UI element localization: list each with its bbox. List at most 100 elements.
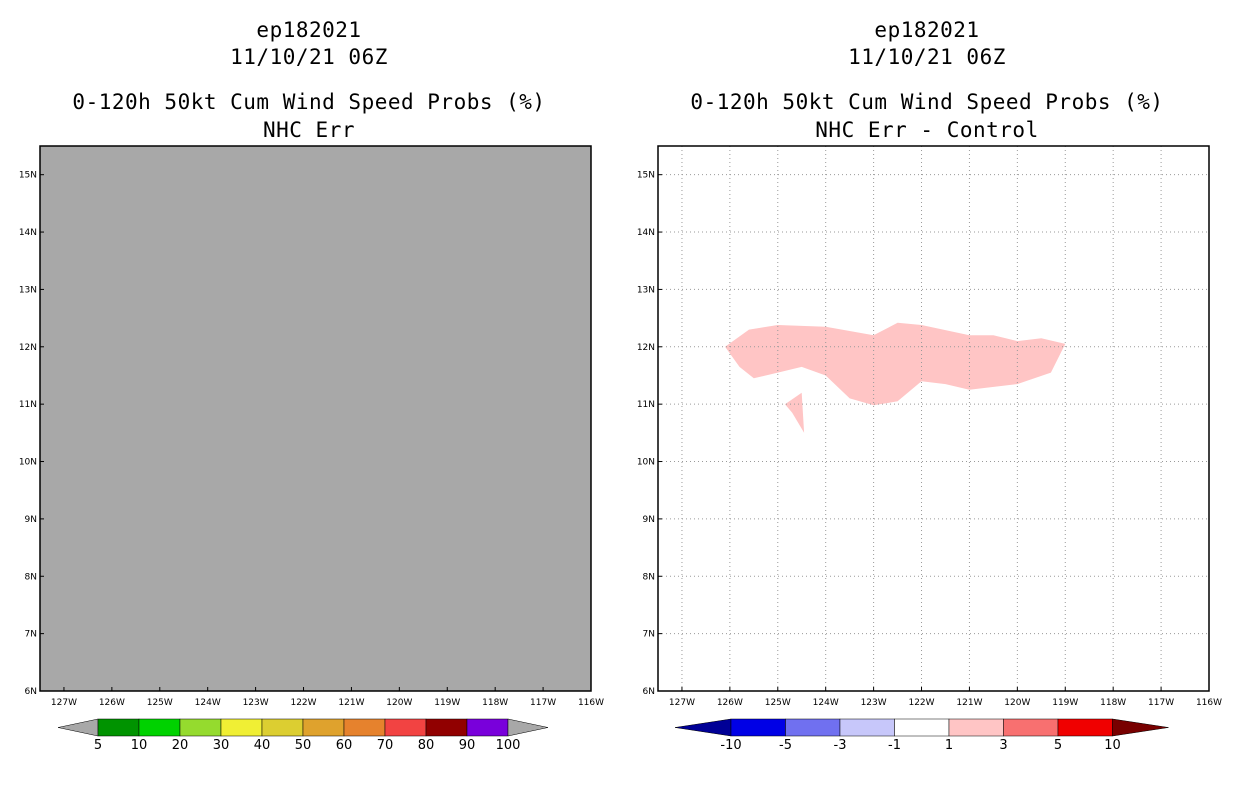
colorbar-label: 5	[1054, 738, 1062, 753]
datetime-title: 11/10/21 06Z	[848, 45, 1006, 69]
colorbar-label: -1	[888, 738, 901, 753]
y-tick-label: 6N	[25, 687, 37, 697]
colorbar-segment	[97, 718, 140, 737]
map-plot-right: 127W 126W 125W 124W 123W 122W 121W 120W 119W 118W…	[637, 145, 1222, 753]
y-tick-label: 15N	[637, 171, 655, 181]
colorbar-segment	[261, 718, 304, 737]
y-tick-label: 12N	[19, 343, 37, 353]
x-tick-label: 125W	[765, 698, 791, 708]
y-tick-label: 9N	[643, 515, 655, 525]
datetime-title: 11/10/21 06Z	[230, 45, 388, 69]
colorbar-segment	[948, 718, 1004, 737]
x-tick-label: 127W	[669, 698, 695, 708]
x-tick-label: 117W	[530, 698, 556, 708]
colorbar-segment	[220, 718, 263, 737]
colorbar-label: 5	[94, 738, 102, 753]
colorbar-under-arrow	[57, 718, 99, 737]
x-tick-label: 116W	[578, 698, 604, 708]
colorbar-label: 10	[131, 738, 148, 753]
y-tick-label: 6N	[643, 687, 655, 697]
y-tick-label: 11N	[637, 400, 655, 410]
x-tick-label: 116W	[1196, 698, 1222, 708]
x-tick-label: 125W	[147, 698, 173, 708]
colorbar-over-arrow	[507, 718, 549, 737]
wind-prob-panel-right: ep182021 11/10/21 06Z 0-120h 50kt Cum Wi…	[618, 0, 1236, 800]
colorbar-label: -5	[779, 738, 792, 753]
y-tick-label: 15N	[19, 171, 37, 181]
x-tick-label: 123W	[243, 698, 269, 708]
colorbar-segment	[179, 718, 222, 737]
colorbar-label: 80	[418, 738, 435, 753]
storm-id-title: ep182021	[874, 18, 980, 42]
colorbar-label: 50	[295, 738, 312, 753]
colorbar-segment	[384, 718, 427, 737]
y-tick-label: 8N	[25, 572, 37, 582]
map-plot-left: 127W 126W 125W 124W 123W 122W 121W 120W 119W 118W…	[19, 145, 604, 753]
colorbar-label: 90	[459, 738, 476, 753]
colorbar-label: 1	[945, 738, 953, 753]
y-tick-label: 7N	[25, 630, 37, 640]
y-tick-label: 14N	[19, 228, 37, 238]
colorbar-segment	[138, 718, 181, 737]
colorbar-label: 60	[336, 738, 353, 753]
x-tick-label: 118W	[482, 698, 508, 708]
colorbar-segment	[302, 718, 345, 737]
colorbar-label: 3	[999, 738, 1007, 753]
y-tick-label: 12N	[637, 343, 655, 353]
x-tick-label: 121W	[338, 698, 364, 708]
x-tick-label: 120W	[386, 698, 412, 708]
colorbar-under-arrow	[674, 718, 732, 737]
colorbar-label: 40	[254, 738, 271, 753]
colorbar-segment	[343, 718, 386, 737]
y-tick-label: 13N	[19, 285, 37, 295]
colorbar-label: 30	[213, 738, 230, 753]
plot-area	[40, 146, 591, 691]
probability-difference-region	[725, 322, 1066, 406]
x-tick-label: 127W	[51, 698, 77, 708]
x-tick-label: 124W	[195, 698, 221, 708]
y-tick-label: 8N	[643, 572, 655, 582]
x-tick-label: 119W	[1052, 698, 1078, 708]
product-title: 0-120h 50kt Cum Wind Speed Probs (%)	[690, 90, 1164, 114]
y-tick-label: 10N	[637, 458, 655, 468]
x-tick-label: 123W	[861, 698, 887, 708]
colorbar-segment	[466, 718, 509, 737]
panel-subtitle: NHC Err - Control	[815, 118, 1039, 142]
colorbar-label: 20	[172, 738, 189, 753]
y-tick-label: 10N	[19, 458, 37, 468]
colorbar-segment	[785, 718, 841, 737]
x-tick-label: 126W	[717, 698, 743, 708]
y-tick-label: 11N	[19, 400, 37, 410]
x-tick-label: 119W	[434, 698, 460, 708]
colorbar-label: -3	[834, 738, 847, 753]
colorbar-over-arrow	[1112, 718, 1169, 737]
colorbar-segment	[1057, 718, 1113, 737]
x-tick-label: 122W	[290, 698, 316, 708]
y-tick-label: 9N	[25, 515, 37, 525]
colorbar-label: -10	[720, 738, 741, 753]
panel-subtitle: NHC Err	[262, 118, 355, 142]
colorbar-segment	[839, 718, 895, 737]
y-tick-label: 7N	[643, 630, 655, 640]
x-tick-label: 118W	[1100, 698, 1126, 708]
colorbar-label: 70	[377, 738, 394, 753]
y-tick-label: 13N	[637, 285, 655, 295]
x-tick-label: 120W	[1004, 698, 1030, 708]
colorbar-label: 100	[496, 738, 521, 753]
x-tick-label: 117W	[1148, 698, 1174, 708]
colorbar-segment	[894, 718, 950, 737]
y-tick-label: 14N	[637, 228, 655, 238]
x-tick-label: 121W	[956, 698, 982, 708]
colorbar-segment	[1003, 718, 1059, 737]
x-tick-label: 126W	[99, 698, 125, 708]
probability-difference-region	[785, 392, 805, 433]
plot-frame	[39, 145, 592, 692]
plot-frame	[657, 145, 1210, 692]
plot-area	[658, 146, 1209, 691]
product-title: 0-120h 50kt Cum Wind Speed Probs (%)	[72, 90, 546, 114]
colorbar-segment	[425, 718, 468, 737]
x-tick-label: 124W	[813, 698, 839, 708]
storm-id-title: ep182021	[256, 18, 362, 42]
wind-prob-panel-left: ep182021 11/10/21 06Z 0-120h 50kt Cum Wi…	[19, 18, 604, 753]
colorbar-segment	[730, 718, 786, 737]
